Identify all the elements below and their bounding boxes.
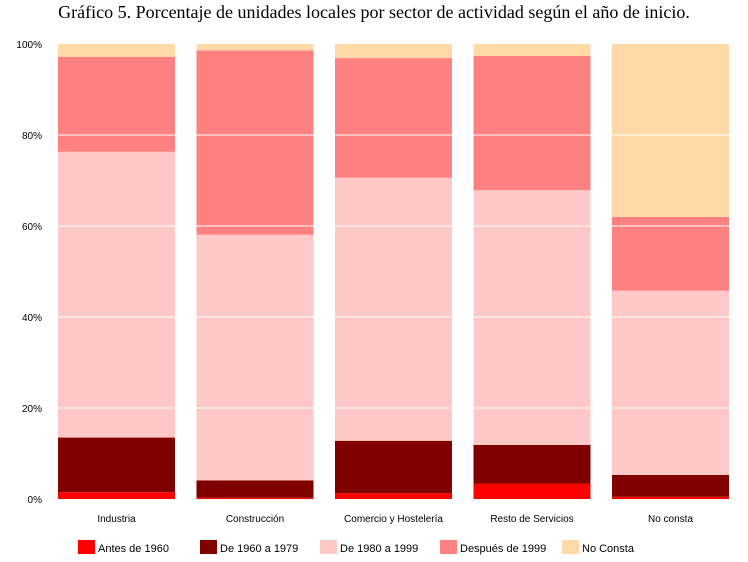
bar-segment [612, 497, 729, 499]
legend: Antes de 1960 De 1960 a 1979 De 1980 a 199… [78, 540, 635, 555]
bar-segment [58, 44, 175, 57]
bar-segment [197, 44, 314, 50]
legend-label: Antes de 1960 [98, 543, 169, 555]
x-category-label: No consta [648, 514, 693, 525]
legend-label: De 1960 a 1979 [220, 543, 298, 555]
legend-label: No Consta [582, 543, 635, 555]
y-tick-label: 0% [28, 495, 43, 506]
bar-segment [197, 235, 314, 481]
legend-label: De 1980 a 1999 [340, 543, 418, 555]
bar-segment [335, 58, 452, 178]
bar-segment [474, 44, 591, 56]
bar-segment [58, 57, 175, 152]
bar-segment [474, 56, 591, 190]
y-tick-label: 100% [16, 40, 42, 51]
bars [58, 44, 729, 499]
x-axis-labels: Industria Construcción Comercio y Hosteler… [97, 514, 693, 525]
x-category-label: Construcción [226, 514, 284, 525]
bar-segment [335, 441, 452, 493]
y-tick-label: 60% [22, 222, 42, 233]
bar-segment [58, 438, 175, 493]
y-tick-label: 80% [22, 131, 42, 142]
stacked-bar-chart: 0% 20% 40% 60% 80% 100% Industria Construcción… [0, 0, 748, 562]
bar-segment [474, 445, 591, 484]
bar-segment [474, 484, 591, 499]
y-tick-label: 40% [22, 313, 42, 324]
legend-swatch [78, 540, 95, 554]
legend-swatch [562, 540, 579, 554]
y-tick-label: 20% [22, 404, 42, 415]
bar-segment [612, 475, 729, 497]
bar-segment [58, 492, 175, 499]
bar-segment [58, 152, 175, 438]
bar-segment [335, 44, 452, 58]
bar-segment [612, 217, 729, 291]
x-category-label: Comercio y Hostelería [344, 514, 443, 525]
bar-segment [612, 291, 729, 475]
y-axis-ticks: 0% 20% 40% 60% 80% 100% [16, 40, 42, 506]
x-category-label: Resto de Servicios [490, 514, 573, 525]
bar-segment [335, 178, 452, 441]
bar-segment [197, 480, 314, 497]
bar-segment [612, 44, 729, 217]
legend-swatch [440, 540, 457, 554]
bar-segment [197, 50, 314, 234]
bar-segment [335, 493, 452, 499]
legend-swatch [320, 540, 337, 554]
legend-swatch [200, 540, 217, 554]
bar-segment [197, 498, 314, 499]
x-category-label: Industria [97, 514, 136, 525]
legend-label: Después de 1999 [460, 543, 546, 555]
